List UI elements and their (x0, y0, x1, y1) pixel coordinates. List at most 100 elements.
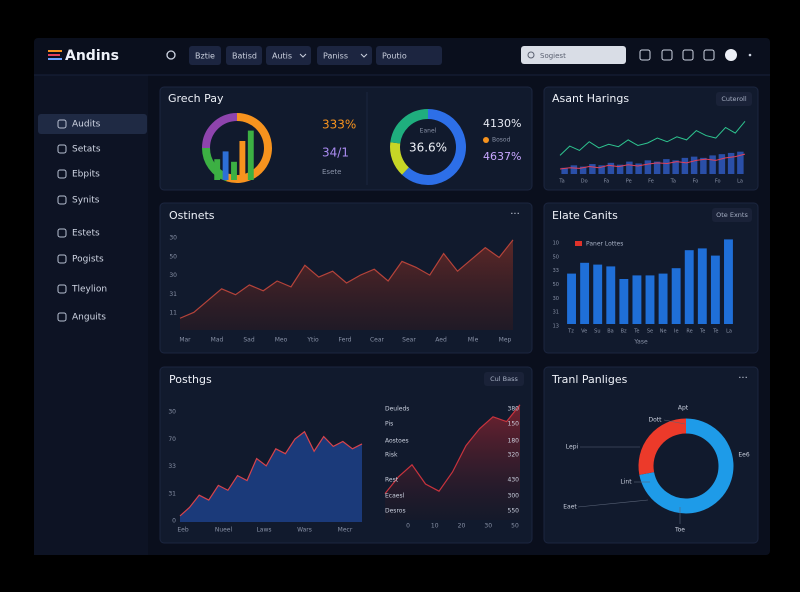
x-tick-label: Ferd (339, 337, 352, 344)
y-tick-label: 50 (169, 253, 177, 260)
donut-label: Eaet (563, 504, 577, 511)
bar (709, 155, 716, 174)
bar (653, 161, 661, 174)
donut-center-value: 36.6% (409, 141, 447, 155)
search-box[interactable] (521, 46, 626, 64)
donut-label: Lint (620, 479, 632, 486)
menu-dots[interactable] (748, 53, 752, 57)
sidebar-item[interactable]: Ebpits (72, 170, 100, 180)
leader-line (577, 499, 649, 508)
donut-segment (638, 418, 687, 475)
donut-label: Apt (678, 405, 689, 412)
x-tick-label: Su (594, 329, 600, 335)
stat-value: 34/1 (322, 146, 349, 160)
donut-label: Dott (649, 417, 663, 424)
sidebar (34, 75, 148, 555)
bar (222, 151, 229, 180)
sidebar-icon (57, 228, 67, 238)
donut-segment (639, 418, 734, 514)
x-tick-label: Te (633, 329, 639, 335)
legend-label: Paner Lottes (586, 241, 623, 248)
panel-button[interactable] (484, 372, 524, 386)
sidebar-item[interactable]: Tleylion (71, 285, 107, 295)
legend-label: Bosod (492, 137, 511, 144)
legend-swatch (575, 241, 582, 246)
toolbar-button[interactable] (266, 46, 311, 65)
x-tick-label: Sear (402, 337, 416, 344)
more-menu[interactable]: ··· (738, 373, 748, 384)
x-tick-label: Mar (179, 337, 191, 344)
x-tick-label: 20 (458, 523, 466, 530)
x-tick-label: Bz (621, 329, 627, 335)
x-tick-label: Nueel (215, 527, 233, 534)
legend-label: Desros (385, 508, 406, 515)
x-tick-label: La (726, 329, 732, 335)
legend-label: Aostoes (385, 438, 409, 445)
sidebar-item[interactable]: Anguits (72, 313, 106, 323)
y-tick-label: 10 (553, 241, 559, 247)
x-tick-label: La (737, 179, 743, 185)
series-line (179, 239, 514, 319)
y-tick-label: 30 (169, 272, 177, 279)
legend-value: 430 (508, 477, 520, 484)
y-tick-label: 30 (168, 409, 176, 416)
donut-segment (390, 142, 410, 175)
x-tick-label: 30 (484, 523, 492, 530)
header-icon[interactable] (682, 49, 694, 61)
bar (619, 279, 629, 324)
panel-button-label: Ote Exnts (716, 211, 748, 219)
x-tick-label: Meo (275, 337, 288, 344)
user-avatar[interactable] (725, 49, 737, 61)
bar (606, 266, 616, 324)
donut-label: Ee6 (738, 452, 749, 459)
y-tick-label: 70 (168, 436, 176, 443)
y-tick-label: 0 (172, 518, 176, 525)
bar (681, 157, 689, 174)
bar (239, 141, 246, 180)
x-tick-label: Cear (370, 337, 385, 344)
series-line (559, 120, 746, 156)
search-icon[interactable] (166, 50, 176, 60)
panel-button[interactable] (712, 208, 752, 222)
y-tick-label: 33 (168, 463, 176, 470)
bar (593, 264, 603, 324)
panel-title: Tranl Panliges (551, 373, 628, 386)
header-icon[interactable] (639, 49, 651, 61)
header-icon[interactable] (661, 49, 673, 61)
donut-segment (202, 113, 238, 149)
toolbar-button[interactable] (189, 46, 221, 65)
bar (684, 250, 694, 324)
sidebar-item[interactable]: Pogists (72, 255, 104, 265)
bar (700, 157, 707, 174)
dropdown-chevron (360, 53, 368, 58)
stat-value: 4130% (483, 117, 521, 130)
bar (644, 160, 652, 174)
sidebar-item[interactable]: Synits (72, 196, 100, 206)
panel-button[interactable] (716, 92, 752, 106)
x-tick-label: Mep (499, 337, 512, 344)
sidebar-icon (57, 254, 67, 264)
y-tick-label: 33 (553, 268, 559, 274)
legend-dot (483, 137, 489, 143)
bar (658, 273, 668, 324)
toolbar-button[interactable] (317, 46, 372, 65)
sidebar-item[interactable]: Estets (72, 229, 100, 239)
x-tick-label: Tz (567, 329, 574, 335)
sidebar-item[interactable]: Audits (72, 120, 101, 130)
header-icon[interactable] (703, 49, 715, 61)
sidebar-item[interactable]: Setats (72, 145, 101, 155)
legend-label: Rest (385, 477, 399, 484)
y-tick-label: 50 (553, 282, 559, 288)
more-menu[interactable]: ··· (510, 209, 520, 220)
x-tick-label: Wars (297, 527, 312, 534)
y-tick-label: 31 (169, 291, 177, 298)
legend-label: Ecaesl (385, 493, 405, 500)
x-tick-label: Sad (243, 337, 254, 344)
donut-segment (390, 109, 429, 144)
area-fill (385, 404, 520, 520)
x-tick-label: Mad (211, 337, 224, 344)
legend-label: Pis (385, 421, 393, 428)
toolbar-button[interactable] (376, 46, 442, 65)
toolbar-button[interactable] (226, 46, 262, 65)
